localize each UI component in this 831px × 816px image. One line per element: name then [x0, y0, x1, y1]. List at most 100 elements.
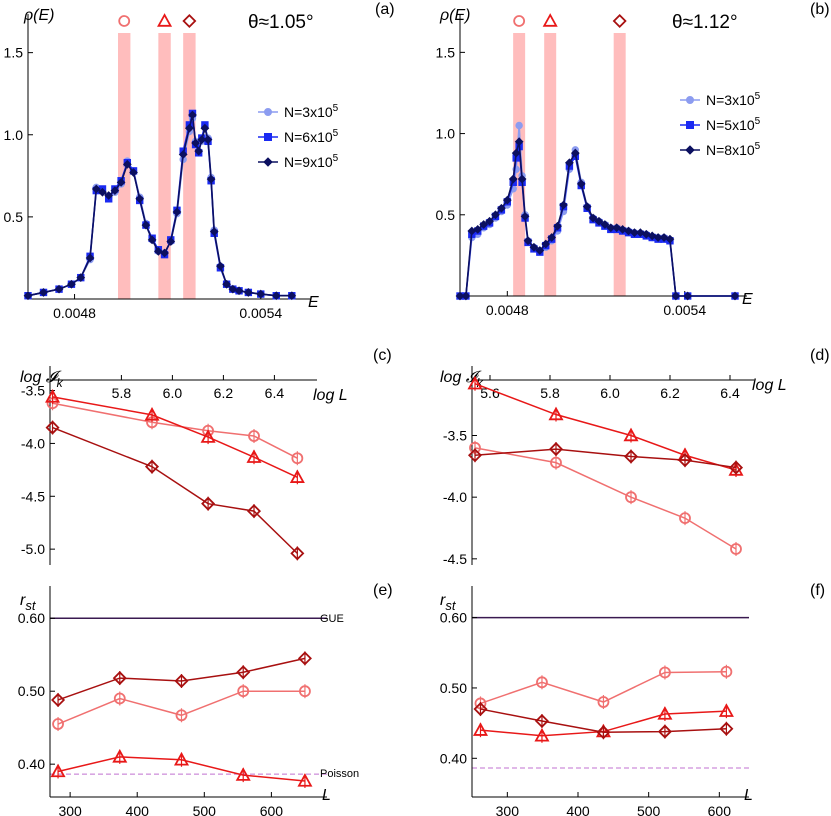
- data-point: [623, 427, 639, 442]
- data-point: [112, 749, 128, 763]
- series-diamond: [51, 651, 312, 707]
- band-triangle-marker: [157, 13, 173, 27]
- data-point: [172, 207, 182, 217]
- series-line: [52, 396, 298, 478]
- data-point: [653, 233, 663, 242]
- data-point: [76, 273, 86, 283]
- data-point: [147, 235, 157, 245]
- y-tick-label: 1.0: [4, 127, 24, 143]
- data-point: [246, 504, 262, 519]
- x-tick-label: 5.8: [540, 385, 560, 401]
- y-axis-label: rst: [440, 592, 457, 613]
- data-point: [122, 159, 132, 169]
- data-point: [45, 420, 60, 435]
- data-point: [550, 456, 562, 469]
- data-point: [657, 706, 673, 720]
- data-point: [144, 407, 160, 421]
- x-tick-label: 600: [260, 803, 284, 816]
- data-point: [228, 284, 238, 294]
- highlight-band: [183, 33, 196, 299]
- data-point: [85, 253, 95, 263]
- legend-label: N=9x105: [284, 153, 339, 170]
- x-tick-label: 400: [126, 803, 150, 816]
- y-tick-label: -5.0: [21, 541, 45, 557]
- data-point: [730, 291, 740, 301]
- reference-label-poisson: Poisson: [320, 768, 359, 780]
- data-point: [479, 220, 489, 229]
- data-point: [236, 665, 251, 680]
- y-tick-label: 0.5: [4, 209, 24, 225]
- data-point: [116, 178, 126, 187]
- data-point: [110, 186, 120, 195]
- data-point: [728, 460, 744, 475]
- reference-label-gue: GUE: [320, 613, 344, 625]
- highlight-band: [544, 33, 557, 296]
- series-triangle: [45, 389, 305, 485]
- legend-entry: N=6x105: [258, 128, 339, 145]
- data-point: [659, 666, 671, 679]
- data-point: [129, 168, 138, 177]
- y-tick-label: 1.5: [436, 44, 456, 60]
- data-point: [576, 179, 586, 189]
- data-point: [473, 225, 483, 234]
- data-point: [606, 223, 616, 233]
- data-point: [222, 279, 232, 289]
- data-point: [665, 234, 675, 244]
- data-point: [520, 212, 530, 221]
- series-line: [474, 447, 737, 550]
- data-point: [153, 246, 163, 256]
- series-circle: [474, 664, 733, 711]
- highlight-band: [158, 33, 171, 299]
- y-tick-label: -4.0: [21, 435, 45, 451]
- data-point: [570, 148, 580, 158]
- data-point: [289, 469, 305, 483]
- data-point: [144, 459, 160, 474]
- data-point: [597, 696, 610, 708]
- data-point: [235, 767, 251, 781]
- y-tick-label: -4.5: [443, 551, 467, 567]
- data-point: [174, 673, 189, 689]
- data-point: [534, 727, 550, 742]
- x-axis-label: E: [308, 294, 319, 311]
- panel-letter: (d): [810, 347, 830, 364]
- legend-marker: [686, 96, 694, 104]
- legend-marker: [685, 145, 695, 155]
- data-point: [243, 288, 253, 297]
- panel-letter: (e): [373, 582, 393, 599]
- data-point: [246, 449, 262, 463]
- data-point: [623, 449, 639, 464]
- data-point: [671, 291, 681, 301]
- data-point: [625, 491, 637, 504]
- series-circle: [46, 396, 304, 466]
- data-point: [194, 146, 204, 156]
- data-point: [455, 291, 465, 301]
- x-tick-label: 6.4: [265, 385, 285, 401]
- data-point: [291, 452, 304, 465]
- highlight-band: [613, 33, 626, 296]
- series-circle: [469, 440, 742, 556]
- x-axis-label: E: [742, 291, 753, 308]
- data-point: [630, 228, 639, 238]
- data-point: [535, 246, 545, 255]
- series-circle: [52, 684, 311, 732]
- data-point: [271, 291, 281, 301]
- data-point: [491, 210, 500, 220]
- legend-marker: [264, 108, 272, 116]
- x-tick-label: 0.0048: [53, 305, 96, 321]
- band-circle-marker: [513, 15, 526, 27]
- band-diamond-marker: [182, 13, 197, 29]
- data-point: [54, 284, 64, 294]
- data-point: [297, 651, 312, 666]
- y-tick-label: 0.40: [18, 756, 45, 772]
- legend-entry: N=9x105: [258, 153, 339, 170]
- y-axis-label: ρ(E): [23, 7, 55, 24]
- data-point: [502, 195, 512, 205]
- data-point: [234, 286, 244, 296]
- data-point: [216, 261, 225, 271]
- data-point: [206, 174, 216, 184]
- series-line: [52, 426, 298, 554]
- data-point: [515, 121, 523, 130]
